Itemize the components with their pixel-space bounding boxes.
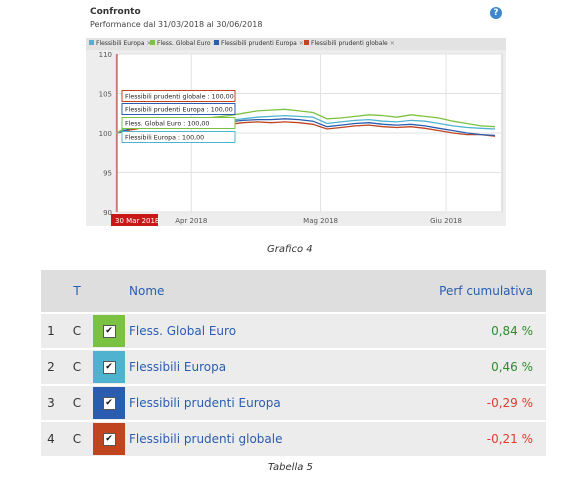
- row-name[interactable]: Flessibili Europa: [125, 348, 376, 385]
- remove-icon[interactable]: ✕: [147, 40, 152, 47]
- row-checkbox[interactable]: ✔: [102, 396, 116, 410]
- header-type: T: [61, 270, 93, 313]
- remove-icon[interactable]: ✕: [298, 40, 304, 47]
- row-type: C: [61, 312, 93, 349]
- legend-bar: Flessibili Europa✕ Fless. Global Euro✕ F…: [86, 38, 506, 50]
- y-tick-label: 90: [103, 209, 112, 217]
- row-name[interactable]: Flessibili prudenti globale: [125, 420, 376, 456]
- table-row[interactable]: 1 C ✔ Fless. Global Euro 0,84 %: [41, 312, 546, 349]
- row-perf-value: -0,29 %: [375, 384, 546, 421]
- x-tick-label: Giu 2018: [430, 217, 462, 225]
- legend-item-fless-global-euro[interactable]: Fless. Global Euro✕: [150, 40, 218, 47]
- legend-item-flessibili-prudenti-globale[interactable]: Flessibili prudenti globale ✕: [304, 40, 395, 47]
- header-name[interactable]: Nome: [125, 270, 376, 313]
- row-perf-value: -0,21 %: [375, 420, 546, 456]
- annotation-label: Fless. Global Euro : 100,00: [125, 121, 209, 128]
- y-tick-label: 110: [99, 51, 112, 59]
- chart-area[interactable]: 90 95 100 105 110 Apr 2018 Mag 2018 Giu 2018 30 …: [86, 50, 506, 226]
- legend-swatch: [304, 40, 309, 45]
- y-tick-label: 95: [103, 170, 112, 178]
- row-type: C: [61, 384, 93, 421]
- annotation-box: [121, 103, 236, 115]
- row-checkbox[interactable]: ✔: [102, 324, 116, 338]
- legend-item-flessibili-prudenti-europa[interactable]: Flessibili prudenti Europa ✕: [214, 40, 304, 47]
- remove-icon[interactable]: ✕: [389, 40, 395, 47]
- start-marker-badge: [111, 214, 158, 226]
- line-chart: 90 95 100 105 110 Apr 2018 Mag 2018 Giu 2018 30 …: [99, 51, 503, 226]
- table-row[interactable]: 3 C ✔ Flessibili prudenti Europa -0,29 %: [41, 384, 546, 421]
- row-perf-value: 0,46 %: [375, 348, 546, 385]
- header-color: [93, 270, 125, 313]
- x-tick-label: Mag 2018: [303, 217, 338, 225]
- row-index: 3: [41, 384, 61, 421]
- row-index: 4: [41, 420, 61, 456]
- table-row[interactable]: 2 C ✔ Flessibili Europa 0,46 %: [41, 348, 546, 385]
- header-index: [41, 270, 61, 313]
- annotation-label: Flessibili Europa : 100,00: [125, 135, 204, 142]
- row-index: 1: [41, 312, 61, 349]
- annotation-label: Flessibili prudenti Europa : 100,00: [125, 107, 233, 114]
- table-caption: Tabella 5: [268, 462, 313, 473]
- row-perf-value: 0,84 %: [375, 312, 546, 349]
- x-tick-label: Apr 2018: [175, 217, 207, 225]
- chart-caption: Grafico 4: [267, 244, 313, 255]
- chart-panel-subtitle: Performance dal 31/03/2018 al 30/06/2018: [90, 20, 263, 29]
- table-row[interactable]: 4 C ✔ Flessibili prudenti globale -0,21 %: [41, 420, 546, 456]
- row-color-cell: ✔: [93, 312, 125, 349]
- row-name[interactable]: Flessibili prudenti Europa: [125, 384, 376, 421]
- legend-swatch: [214, 40, 219, 45]
- row-name[interactable]: Fless. Global Euro: [125, 312, 376, 349]
- row-index: 2: [41, 348, 61, 385]
- legend-swatch: [89, 40, 94, 45]
- help-icon[interactable]: ?: [490, 7, 502, 19]
- row-color-cell: ✔: [93, 420, 125, 456]
- table-header-row: T Nome Perf cumulativa: [41, 270, 546, 313]
- start-marker-label: 30 Mar 2018: [115, 217, 159, 225]
- y-tick-label: 105: [99, 91, 112, 99]
- annotation-box: [121, 117, 236, 129]
- annotation-label: Flessibili prudenti globale : 100,00: [125, 94, 234, 101]
- annotation-box: [121, 90, 236, 102]
- row-type: C: [61, 420, 93, 456]
- legend-item-flessibili-europa[interactable]: Flessibili Europa✕: [89, 40, 152, 47]
- row-color-cell: ✔: [93, 384, 125, 421]
- row-color-cell: ✔: [93, 348, 125, 385]
- row-checkbox[interactable]: ✔: [102, 432, 116, 446]
- y-tick-label: 100: [99, 130, 112, 138]
- row-type: C: [61, 348, 93, 385]
- annotation-box: [121, 131, 236, 143]
- header-perf[interactable]: Perf cumulativa: [375, 270, 546, 313]
- performance-table: T Nome Perf cumulativa 1 C ✔ Fless. Global …: [41, 270, 546, 456]
- legend-swatch: [150, 40, 155, 45]
- row-checkbox[interactable]: ✔: [102, 360, 116, 374]
- chart-panel-title: Confronto: [90, 7, 141, 17]
